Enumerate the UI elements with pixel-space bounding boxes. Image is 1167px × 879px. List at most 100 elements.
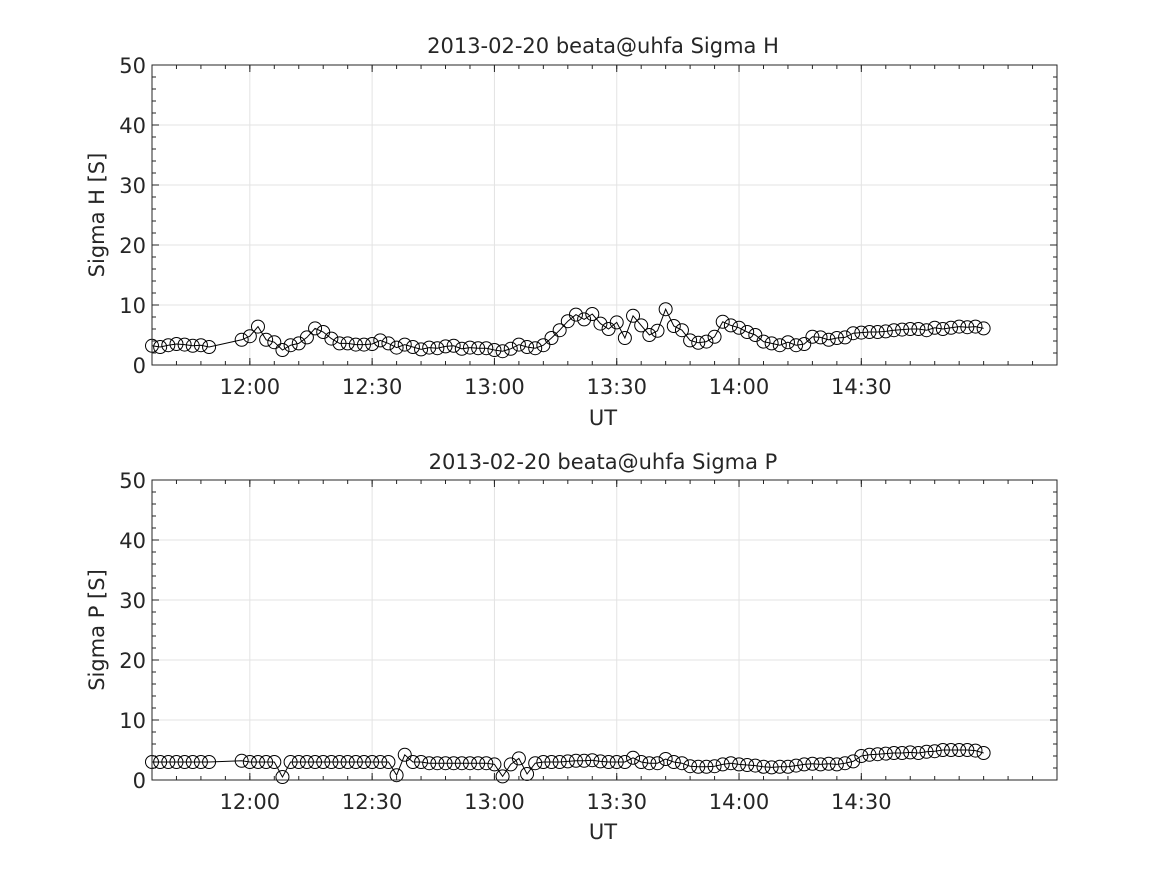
axes-frame xyxy=(151,479,1058,781)
data-point xyxy=(267,755,282,769)
data-point xyxy=(177,337,192,352)
x-tick-label: 14:30 xyxy=(831,790,892,814)
data-point xyxy=(495,344,510,359)
x-tick-label: 13:30 xyxy=(586,790,647,814)
data-point xyxy=(666,319,681,333)
data-point xyxy=(381,755,396,769)
data-point xyxy=(177,755,192,769)
data-point xyxy=(185,755,200,769)
data-point xyxy=(202,340,217,354)
data-point xyxy=(772,338,787,353)
data-point xyxy=(520,340,535,354)
data-point xyxy=(707,759,722,774)
data-point xyxy=(193,755,208,769)
data-point xyxy=(552,755,567,769)
data-point xyxy=(560,754,575,769)
data-point xyxy=(911,322,926,336)
data-point xyxy=(642,328,657,342)
data-point xyxy=(658,302,673,317)
data-point xyxy=(764,760,779,775)
data-point xyxy=(373,333,388,348)
data-point xyxy=(838,756,853,771)
data-point xyxy=(446,338,461,353)
data-point xyxy=(544,331,559,345)
data-point xyxy=(324,331,339,346)
data-point xyxy=(414,755,429,769)
data-point xyxy=(862,747,877,762)
data-point xyxy=(862,325,877,339)
chart-title: 2013-02-20 beata@uhfa Sigma H xyxy=(427,34,779,58)
data-point xyxy=(927,744,942,759)
data-point xyxy=(193,338,208,353)
data-point xyxy=(666,755,681,769)
data-point xyxy=(919,323,934,338)
data-point xyxy=(487,757,502,772)
data-point xyxy=(674,323,689,338)
data-point xyxy=(568,753,583,768)
data-point xyxy=(332,336,347,351)
data-point xyxy=(829,331,844,345)
data-point xyxy=(780,759,795,774)
data-point xyxy=(430,756,445,771)
data-point xyxy=(242,755,257,769)
data-point xyxy=(927,320,942,335)
data-point xyxy=(805,756,820,771)
y-tick-label: 0 xyxy=(133,354,146,378)
data-point xyxy=(299,755,314,769)
data-point xyxy=(740,325,755,339)
data-point xyxy=(854,325,869,340)
data-point xyxy=(634,318,649,333)
data-point xyxy=(454,756,469,771)
x-axis-label: UT xyxy=(589,406,617,430)
x-tick-label: 14:00 xyxy=(709,790,770,814)
data-point xyxy=(161,338,176,353)
data-point xyxy=(528,341,543,356)
data-point xyxy=(846,754,861,769)
plot-area xyxy=(152,480,1057,780)
data-point xyxy=(935,322,950,336)
data-point xyxy=(405,340,420,354)
data-point xyxy=(275,343,290,357)
data-point xyxy=(259,755,274,769)
data-point xyxy=(903,745,918,760)
data-point xyxy=(536,755,551,769)
data-point xyxy=(332,755,347,769)
x-tick-label: 13:00 xyxy=(464,790,525,814)
data-point xyxy=(601,755,616,769)
data-point xyxy=(324,755,339,769)
data-point xyxy=(503,341,518,356)
data-point xyxy=(968,319,983,334)
x-tick-label: 12:00 xyxy=(220,790,281,814)
data-point xyxy=(593,316,608,331)
data-point xyxy=(348,337,363,352)
sigma-h-panel: 0 10 20 30 40 50 12:00 12:30 13:00 13:30 14:00 14:3… xyxy=(85,34,1058,430)
data-point xyxy=(797,757,812,772)
y-axis-label: Sigma P [S] xyxy=(85,569,109,691)
data-point xyxy=(544,755,559,769)
data-point xyxy=(960,320,975,335)
data-point xyxy=(846,326,861,341)
data-point xyxy=(609,315,624,330)
data-point xyxy=(870,747,885,762)
data-point xyxy=(715,314,730,329)
data-point xyxy=(316,755,331,769)
data-point xyxy=(479,341,494,356)
data-point xyxy=(169,337,184,351)
data-point xyxy=(462,756,477,771)
data-point xyxy=(405,755,420,769)
y-tick-label: 30 xyxy=(119,589,146,613)
x-tick-label: 12:30 xyxy=(342,790,403,814)
data-point xyxy=(471,756,486,771)
data-point xyxy=(511,337,526,352)
data-point xyxy=(340,755,355,769)
data-point xyxy=(878,746,893,761)
data-point xyxy=(356,337,371,352)
data-point xyxy=(471,341,486,356)
data-point xyxy=(234,753,249,768)
data-point xyxy=(487,343,502,357)
data-point xyxy=(658,752,673,766)
data-point xyxy=(732,757,747,772)
data-point xyxy=(952,319,967,334)
data-point xyxy=(829,757,844,772)
